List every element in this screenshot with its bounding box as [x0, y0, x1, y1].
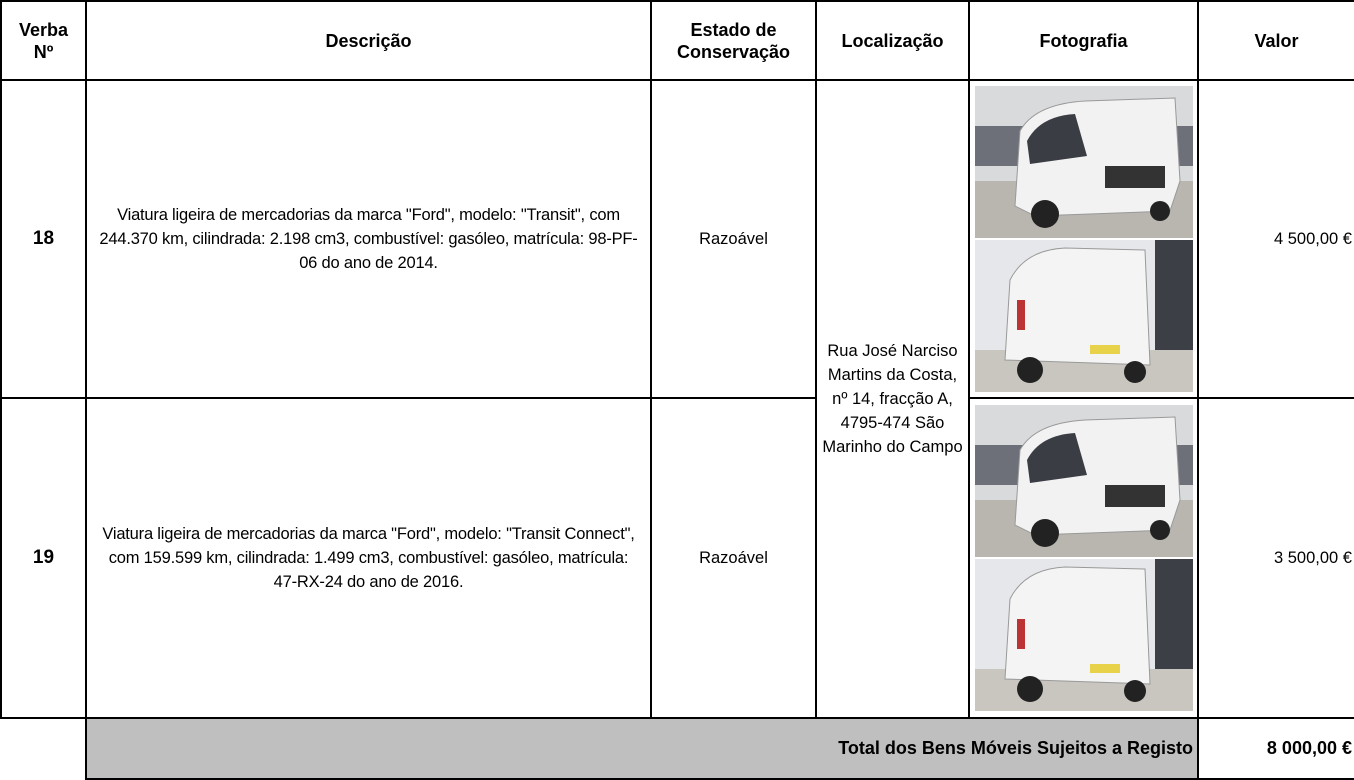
- header-cell: Verba Nº: [0, 0, 87, 81]
- photo: [974, 559, 1193, 711]
- photo: [974, 86, 1193, 238]
- description: Viatura ligeira de mercadorias da marca …: [85, 397, 652, 719]
- value: 4 500,00 €: [1197, 79, 1354, 399]
- header-cell: Descrição: [85, 0, 652, 81]
- photo: [974, 405, 1193, 557]
- header-cell: Valor: [1197, 0, 1354, 81]
- van-photo: [974, 405, 1193, 557]
- photo: [974, 240, 1193, 392]
- location: Rua José Narciso Martins da Costa, nº 14…: [815, 79, 970, 719]
- van-photo: [974, 240, 1193, 392]
- van-photo: [974, 86, 1193, 238]
- condition: Razoável: [650, 79, 817, 399]
- total-row: Total dos Bens Móveis Sujeitos a Registo…: [1, 717, 1354, 780]
- total-label: Total dos Bens Móveis Sujeitos a Registo: [85, 717, 1199, 780]
- verba: 19: [0, 397, 87, 719]
- row: 18 Viatura ligeira de mercadorias da mar…: [0, 79, 1354, 719]
- header-cell: Localização: [815, 0, 970, 81]
- header-cell: Fotografia: [968, 0, 1199, 81]
- value: 3 500,00 €: [1197, 397, 1354, 719]
- header-cell: Estado de Conservação: [650, 0, 817, 81]
- photos: [968, 397, 1199, 719]
- header-row: Verba Nº Descrição Estado de Conservação…: [0, 0, 1354, 81]
- photos: [968, 79, 1199, 399]
- empty-cell: [1, 717, 87, 779]
- verba: 18: [0, 79, 87, 399]
- condition: Razoável: [650, 397, 817, 719]
- row: 19 Viatura ligeira de mercadorias da mar…: [0, 397, 1354, 719]
- description: Viatura ligeira de mercadorias da marca …: [85, 79, 652, 399]
- van-photo: [974, 559, 1193, 711]
- total-value: 8 000,00 €: [1197, 717, 1354, 780]
